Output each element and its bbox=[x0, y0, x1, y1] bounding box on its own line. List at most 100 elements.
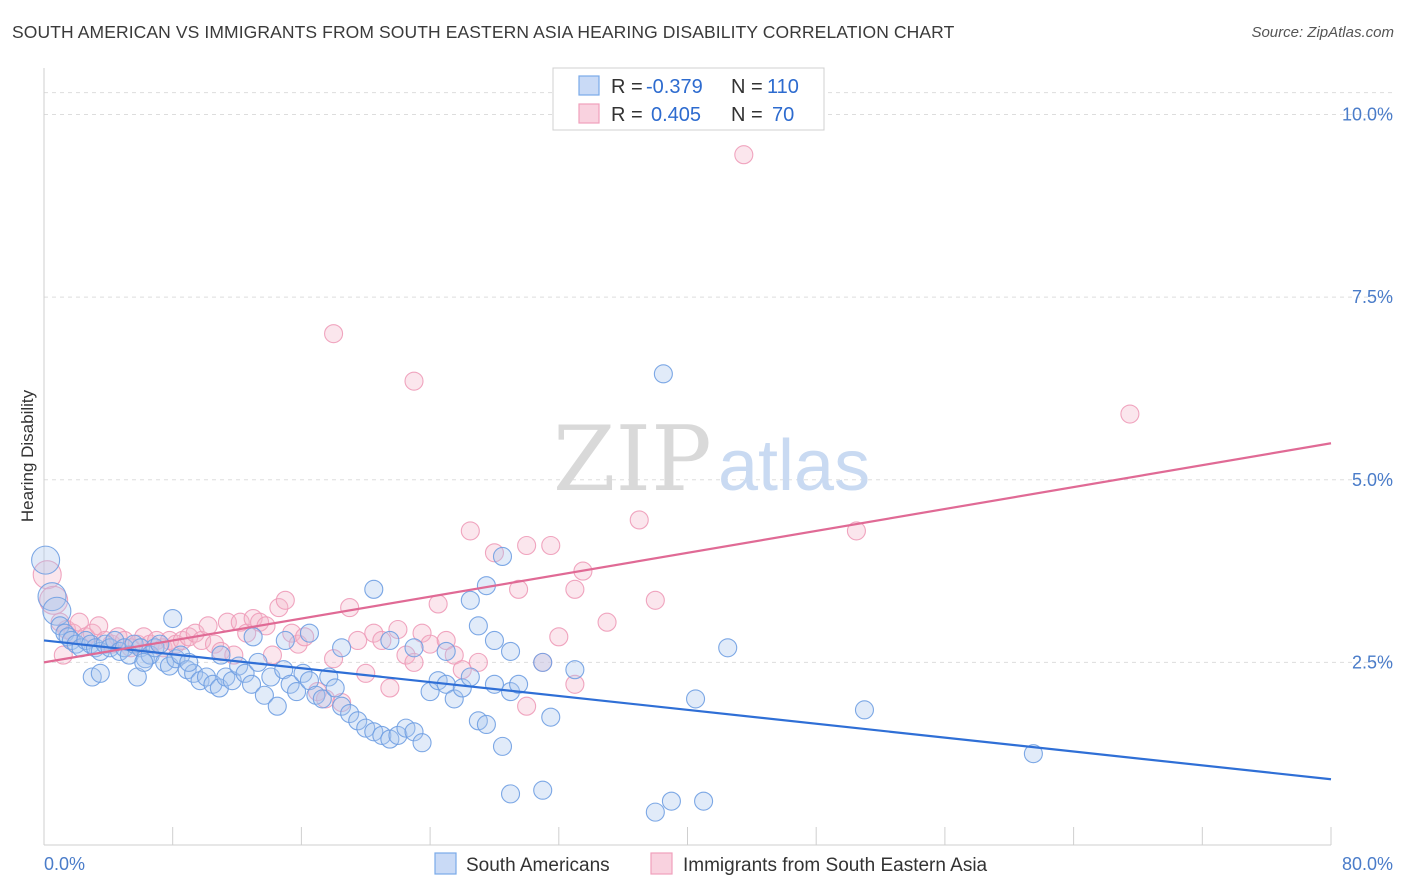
data-point bbox=[694, 791, 714, 811]
data-point bbox=[549, 627, 569, 647]
data-point bbox=[179, 652, 199, 672]
data-point bbox=[509, 674, 529, 694]
source-label: Source: ZipAtlas.com bbox=[1251, 24, 1394, 41]
data-point bbox=[325, 678, 345, 698]
data-point bbox=[629, 510, 649, 530]
grid-lines bbox=[44, 92, 1392, 663]
data-point bbox=[396, 645, 416, 665]
x-tick-labels: 0.0% 80.0% bbox=[44, 854, 1393, 874]
data-point bbox=[299, 623, 319, 643]
watermark-zip: ZIP bbox=[553, 407, 712, 512]
data-point bbox=[196, 667, 217, 687]
data-point bbox=[444, 689, 464, 709]
data-point bbox=[460, 667, 480, 687]
x-tick-label: 0.0% bbox=[44, 854, 85, 874]
data-point bbox=[235, 663, 255, 683]
data-point bbox=[404, 371, 424, 391]
data-point bbox=[348, 630, 368, 651]
data-point bbox=[565, 660, 585, 680]
chart-title: SOUTH AMERICAN VS IMMIGRANTS FROM SOUTH … bbox=[12, 22, 955, 42]
y-axis-title: Hearing Disability bbox=[18, 389, 37, 522]
data-point bbox=[492, 736, 513, 756]
y-tick-label: 2.5% bbox=[1352, 652, 1393, 672]
data-point bbox=[177, 660, 197, 680]
data-point bbox=[412, 623, 432, 643]
bottom-legend-label: Immigrants from South Eastern Asia bbox=[683, 855, 988, 876]
data-point bbox=[653, 364, 673, 384]
trend-line-immigrants bbox=[43, 442, 1332, 664]
data-point bbox=[500, 641, 521, 661]
data-point bbox=[364, 623, 384, 643]
data-point bbox=[404, 652, 424, 672]
data-point bbox=[500, 784, 521, 804]
data-point bbox=[134, 652, 154, 672]
data-point bbox=[380, 630, 400, 651]
data-point bbox=[254, 685, 274, 705]
data-point bbox=[645, 590, 665, 610]
data-point bbox=[163, 609, 183, 629]
data-point bbox=[412, 733, 432, 753]
data-point bbox=[184, 663, 204, 683]
data-point bbox=[661, 791, 681, 811]
data-point bbox=[533, 652, 553, 672]
data-point bbox=[380, 678, 400, 698]
data-point bbox=[216, 667, 236, 687]
data-point bbox=[280, 674, 300, 694]
data-point bbox=[846, 521, 866, 541]
data-point bbox=[388, 725, 408, 745]
stats-legend-r-value: 0.405 bbox=[651, 104, 701, 126]
watermark: ZIP atlas bbox=[553, 407, 870, 512]
data-point bbox=[734, 145, 754, 165]
data-point bbox=[31, 545, 61, 575]
data-point bbox=[211, 645, 231, 665]
data-point bbox=[241, 674, 262, 694]
stats-legend: R = -0.379 N = 110 R = 0.405 N = 70 bbox=[552, 67, 825, 131]
data-point bbox=[388, 619, 408, 640]
stats-legend-swatch-pink bbox=[578, 103, 600, 124]
data-point bbox=[645, 802, 665, 822]
data-point bbox=[533, 780, 553, 800]
data-point bbox=[269, 598, 289, 618]
data-point bbox=[90, 663, 110, 683]
data-point bbox=[460, 590, 480, 610]
data-point bbox=[541, 535, 561, 556]
watermark-atlas: atlas bbox=[718, 426, 870, 506]
data-point bbox=[517, 535, 537, 556]
data-point bbox=[364, 579, 384, 599]
axes bbox=[43, 68, 1332, 846]
stats-legend-r-value: -0.379 bbox=[646, 76, 703, 98]
data-point bbox=[348, 711, 368, 731]
data-point bbox=[287, 682, 307, 702]
data-point bbox=[1023, 744, 1043, 764]
stats-legend-n-label: N = bbox=[731, 104, 763, 126]
data-point bbox=[718, 638, 738, 658]
stats-legend-n-value: 70 bbox=[772, 104, 794, 126]
data-point bbox=[420, 634, 440, 654]
data-point bbox=[509, 579, 529, 599]
trend-lines bbox=[43, 442, 1332, 781]
data-point bbox=[324, 324, 344, 344]
data-point bbox=[452, 678, 472, 698]
y-tick-label: 10.0% bbox=[1342, 105, 1393, 125]
data-point bbox=[190, 671, 210, 691]
x-tick-label: 80.0% bbox=[1342, 854, 1393, 874]
data-point bbox=[275, 630, 295, 651]
bottom-legend: South Americans Immigrants from South Ea… bbox=[434, 852, 988, 876]
data-point bbox=[404, 722, 424, 742]
data-point bbox=[685, 689, 706, 709]
data-point bbox=[404, 638, 424, 658]
data-point bbox=[597, 612, 617, 632]
data-point bbox=[332, 696, 352, 716]
data-point bbox=[541, 707, 561, 727]
y-tick-label: 7.5% bbox=[1352, 287, 1393, 307]
data-point bbox=[230, 612, 250, 632]
series-south-americans-points bbox=[31, 364, 1043, 822]
data-point bbox=[306, 685, 326, 705]
stats-legend-n-value: 110 bbox=[767, 76, 799, 98]
stats-legend-n-label: N = bbox=[731, 76, 763, 98]
bottom-legend-swatch-pink bbox=[650, 852, 673, 875]
data-point bbox=[468, 616, 488, 636]
data-point bbox=[854, 700, 875, 720]
bottom-legend-label: South Americans bbox=[466, 855, 610, 876]
